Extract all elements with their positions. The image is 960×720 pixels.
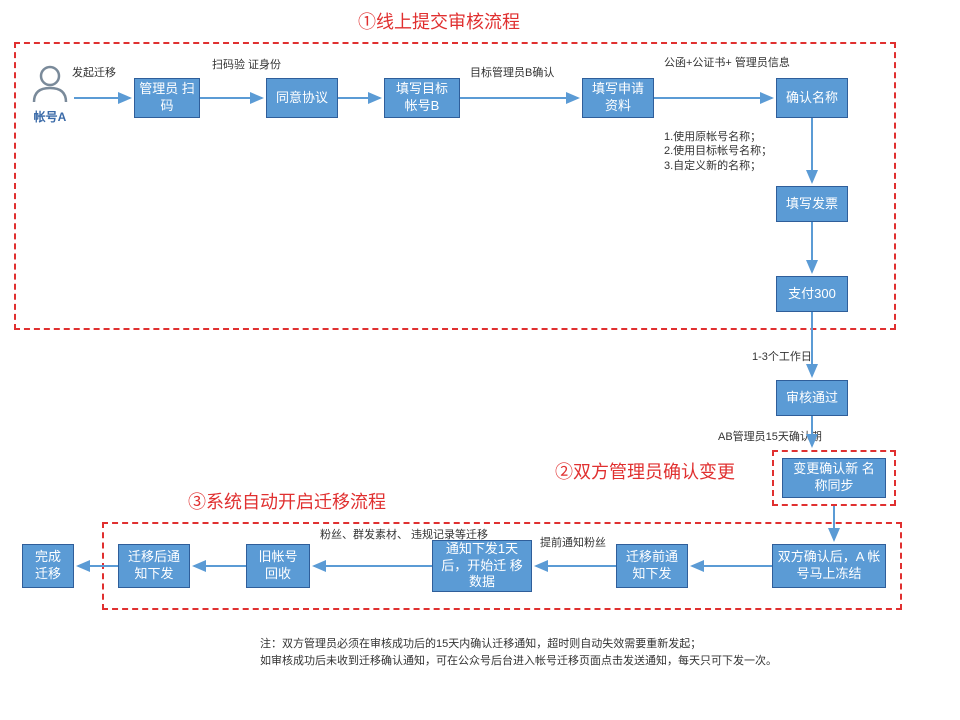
node-scan: 管理员 扫码 [134,78,200,118]
label-name-options: 1.使用原帐号名称； 2.使用目标帐号名称； 3.自定义新的名称； [664,130,772,173]
label-days: 1-3个工作日 [752,350,812,364]
node-migrate-data: 通知下发1天 后，开始迁 移数据 [432,540,532,592]
title-section-1: ①线上提交审核流程 [358,8,520,34]
avatar-label: 帐号A [26,108,74,125]
node-pre-notify: 迁移前通 知下发 [616,544,688,588]
node-invoice: 填写发票 [776,186,848,222]
label-notify-fans: 提前通知粉丝 [540,536,606,550]
node-agree: 同意协议 [266,78,338,118]
label-start: 发起迁移 [72,66,116,80]
label-b-confirm: 目标管理员B确认 [470,66,554,80]
footnote: 注：双方管理员必须在审核成功后的15天内确认迁移通知，超时则自动失效需要重新发起… [260,636,777,669]
node-pay: 支付300 [776,276,848,312]
label-verify: 扫码验 证身份 [212,58,281,72]
node-complete: 完成 迁移 [22,544,74,588]
person-icon [28,62,72,106]
avatar: 帐号A [26,62,74,125]
label-migrate-items: 粉丝、群发素材、 违规记录等迁移 [320,528,488,542]
node-sync-name: 变更确认新 名称同步 [782,458,886,498]
node-freeze: 双方确认后，A 帐号马上冻结 [772,544,886,588]
label-15days: AB管理员15天确认期 [718,430,822,444]
node-materials: 填写申请 资料 [582,78,654,118]
title-section-3: ③系统自动开启迁移流程 [188,488,386,514]
node-approved: 审核通过 [776,380,848,416]
node-confirm-name: 确认名称 [776,78,848,118]
node-target: 填写目标 帐号B [384,78,460,118]
title-section-2: ②双方管理员确认变更 [555,458,735,484]
node-post-notify: 迁移后通 知下发 [118,544,190,588]
node-recycle: 旧帐号 回收 [246,544,310,588]
label-docs: 公函+公证书+ 管理员信息 [664,56,790,70]
